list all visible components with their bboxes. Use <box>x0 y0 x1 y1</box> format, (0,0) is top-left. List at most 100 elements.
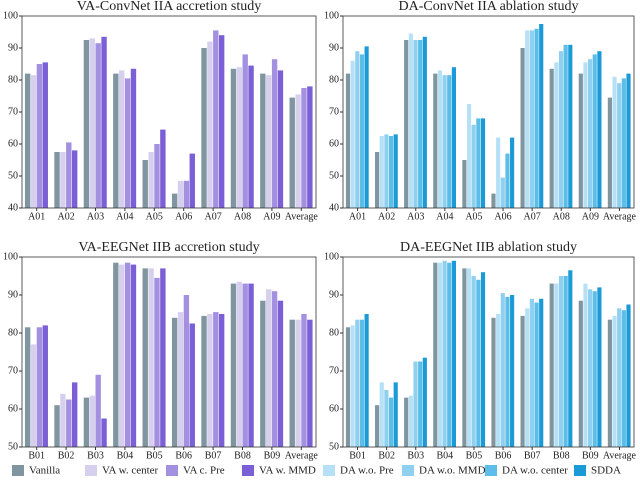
legend-swatch <box>166 465 178 476</box>
bar <box>583 283 588 447</box>
bar <box>71 150 78 208</box>
bar <box>404 40 409 208</box>
bar <box>113 73 119 208</box>
bar <box>148 152 154 208</box>
bar <box>154 144 160 208</box>
bar <box>505 153 510 208</box>
bar <box>621 78 626 209</box>
chart-title: VA-ConvNet IIA accretion study <box>77 0 261 14</box>
bar <box>510 295 515 447</box>
bar <box>154 277 160 447</box>
bar <box>534 28 539 208</box>
x-tick-label: B05 <box>466 450 483 461</box>
bar <box>554 283 559 447</box>
bar <box>119 70 125 209</box>
x-tick-label: B07 <box>205 450 222 461</box>
bar <box>364 46 369 209</box>
x-tick-label: B09 <box>264 450 281 461</box>
bar <box>350 60 355 208</box>
bar <box>260 300 266 447</box>
bar <box>471 276 476 447</box>
y-tick-label: 60 <box>8 403 18 414</box>
x-tick-label: A01 <box>28 211 45 222</box>
bar <box>418 361 423 447</box>
legend-swatch <box>242 465 254 476</box>
bar <box>295 94 301 208</box>
bar <box>213 312 219 447</box>
bar <box>71 382 78 447</box>
bar <box>433 73 438 208</box>
y-tick-label: 70 <box>8 106 18 117</box>
legend-swatch <box>12 465 24 476</box>
bar <box>413 40 418 208</box>
bar <box>236 281 242 447</box>
x-tick-label: A05 <box>465 211 482 222</box>
legend-label: DA w.o. center <box>502 465 568 477</box>
bar <box>592 54 597 209</box>
x-tick-label: B08 <box>553 450 570 461</box>
bar <box>201 48 207 208</box>
bar <box>289 319 295 447</box>
y-tick-label: 50 <box>8 441 18 452</box>
chart-title: VA-EEGNet IIB accretion study <box>78 240 259 255</box>
bar <box>119 264 125 447</box>
bar <box>451 260 456 447</box>
bar <box>379 136 384 208</box>
bar <box>588 289 593 447</box>
bar <box>520 48 525 208</box>
plot-frame <box>21 15 317 209</box>
y-tick-label: 90 <box>329 289 339 300</box>
bar <box>207 41 213 208</box>
bar <box>350 325 355 447</box>
plot-frame <box>342 15 635 209</box>
legend-swatch <box>402 465 414 476</box>
x-tick-label: A03 <box>87 211 104 222</box>
bar <box>359 54 365 209</box>
x-tick-label: B08 <box>234 450 251 461</box>
bar <box>558 51 564 209</box>
legend-swatch <box>485 465 497 476</box>
bar <box>558 276 564 447</box>
bar <box>189 323 195 447</box>
bar <box>539 298 544 447</box>
legend-label: SDDA <box>591 465 621 477</box>
bar <box>408 33 413 208</box>
x-tick-label: B06 <box>495 450 512 461</box>
bar <box>500 293 505 447</box>
bar <box>142 160 148 208</box>
bar <box>500 177 505 208</box>
bar <box>271 59 278 209</box>
y-tick-label: 50 <box>329 170 339 181</box>
bar <box>355 51 360 209</box>
x-tick-label: B02 <box>378 450 395 461</box>
x-tick-label: A07 <box>524 211 541 222</box>
bar <box>578 300 583 447</box>
bar <box>248 283 254 447</box>
legend-label: VA c. Pre <box>183 465 225 477</box>
legend-label: DA w.o. MMD <box>419 465 486 477</box>
bar <box>578 73 583 208</box>
y-tick-label: 50 <box>8 170 18 181</box>
bar <box>588 59 593 209</box>
bar <box>277 300 284 447</box>
bar <box>345 73 351 208</box>
bar <box>549 283 554 447</box>
x-tick-label: B02 <box>58 450 75 461</box>
bar <box>364 314 369 447</box>
bar <box>480 272 486 447</box>
x-tick-label: B04 <box>437 450 454 461</box>
x-tick-label: A08 <box>234 211 251 222</box>
bar <box>554 62 559 209</box>
x-tick-label: B03 <box>87 450 104 461</box>
bar <box>89 395 95 447</box>
bar <box>476 279 481 447</box>
bar <box>83 397 90 447</box>
bar <box>384 134 389 208</box>
y-tick-label: 80 <box>8 74 18 85</box>
bar <box>36 327 43 447</box>
bar <box>24 73 31 208</box>
y-tick-label: 60 <box>329 403 339 414</box>
bar <box>612 76 617 208</box>
x-tick-label: A04 <box>116 211 133 222</box>
bar <box>266 75 272 208</box>
